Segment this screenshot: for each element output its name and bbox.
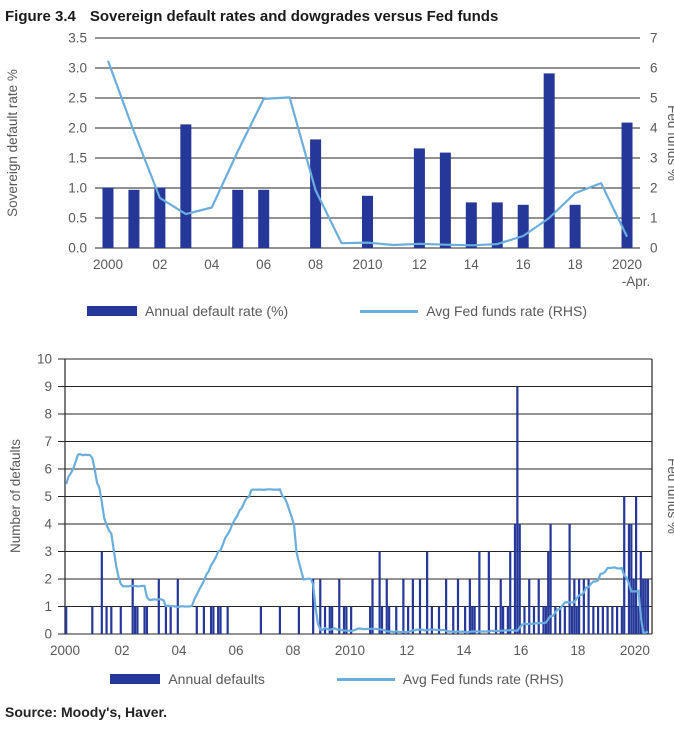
svg-text:-Apr.: -Apr.: [622, 274, 651, 289]
default-rate-bars: [102, 73, 633, 249]
svg-text:04: 04: [171, 643, 187, 658]
svg-text:2010: 2010: [352, 257, 382, 272]
legend-label: Avg Fed funds rate (RHS): [402, 671, 564, 687]
svg-text:14: 14: [464, 257, 480, 272]
svg-text:2: 2: [650, 181, 658, 196]
svg-text:2000: 2000: [50, 643, 80, 658]
legend-label: Annual defaults: [168, 671, 265, 687]
bottom-chart-legend: Annual defaults Avg Fed funds rate (RHS): [0, 668, 674, 690]
svg-text:2.5: 2.5: [68, 91, 87, 106]
gridlines: [58, 358, 652, 635]
svg-text:4: 4: [650, 121, 658, 136]
svg-text:3.5: 3.5: [68, 31, 87, 46]
svg-text:2020: 2020: [620, 643, 650, 658]
figure-title: Figure 3.4 Sovereign default rates and d…: [0, 0, 674, 26]
top-chart-legend: Annual default rate (%) Avg Fed funds ra…: [0, 300, 674, 322]
legend-label: Annual default rate (%): [144, 303, 289, 319]
bar-swatch-icon: [86, 306, 137, 316]
svg-text:1.0: 1.0: [68, 181, 87, 196]
legend-item-default-rate: Annual default rate (%): [86, 303, 289, 319]
line-swatch-icon: [360, 309, 419, 313]
svg-text:7: 7: [44, 434, 52, 449]
svg-text:12: 12: [399, 643, 414, 658]
svg-text:8: 8: [44, 407, 52, 422]
monthly-default-bars: [65, 386, 650, 634]
svg-text:18: 18: [568, 257, 583, 272]
svg-text:06: 06: [256, 257, 271, 272]
svg-text:0.0: 0.0: [68, 241, 87, 256]
svg-text:14: 14: [456, 643, 472, 658]
svg-text:1.5: 1.5: [68, 151, 87, 166]
svg-text:1: 1: [650, 211, 658, 226]
svg-text:6: 6: [44, 462, 52, 477]
svg-text:3: 3: [650, 151, 658, 166]
fed-funds-line: [65, 453, 649, 634]
svg-text:02: 02: [152, 257, 167, 272]
svg-text:16: 16: [516, 257, 531, 272]
svg-text:Fed funds %: Fed funds %: [665, 105, 674, 181]
svg-text:10: 10: [37, 352, 52, 367]
figure-title-text: Sovereign default rates and dowgrades ve…: [89, 8, 499, 25]
svg-text:2020: 2020: [612, 257, 642, 272]
legend-label: Avg Fed funds rate (RHS): [426, 303, 587, 319]
svg-text:16: 16: [513, 643, 528, 658]
svg-text:04: 04: [204, 257, 220, 272]
svg-text:Number of defaults: Number of defaults: [8, 439, 23, 553]
legend-item-fed-funds: Avg Fed funds rate (RHS): [336, 671, 564, 687]
svg-text:0: 0: [44, 627, 52, 642]
bar-swatch-icon: [110, 674, 161, 684]
svg-text:5: 5: [650, 91, 658, 106]
svg-text:1: 1: [44, 599, 52, 614]
svg-text:18: 18: [570, 643, 585, 658]
svg-text:4: 4: [44, 517, 52, 532]
svg-text:2000: 2000: [93, 257, 123, 272]
svg-text:9: 9: [44, 379, 52, 394]
legend-item-defaults: Annual defaults: [110, 671, 265, 687]
svg-text:08: 08: [308, 257, 323, 272]
figure-number: Figure 3.4: [5, 8, 76, 25]
svg-text:2.0: 2.0: [68, 121, 87, 136]
source-note: Source: Moody's, Haver.: [5, 704, 168, 720]
legend-item-fed-funds: Avg Fed funds rate (RHS): [360, 303, 587, 319]
svg-text:5: 5: [44, 489, 52, 504]
svg-text:6: 6: [650, 61, 658, 76]
svg-text:3.0: 3.0: [68, 61, 87, 76]
svg-text:Sovereign default rate %: Sovereign default rate %: [5, 69, 20, 217]
svg-text:2: 2: [44, 572, 52, 587]
svg-text:08: 08: [285, 643, 300, 658]
svg-text:0: 0: [650, 241, 658, 256]
svg-text:3: 3: [44, 544, 52, 559]
svg-text:06: 06: [228, 643, 243, 658]
svg-text:02: 02: [114, 643, 129, 658]
svg-text:0.5: 0.5: [68, 211, 87, 226]
svg-text:7: 7: [650, 31, 658, 46]
line-swatch-icon: [336, 677, 395, 681]
svg-text:2010: 2010: [335, 643, 365, 658]
svg-text:Fed funds %: Fed funds %: [665, 458, 674, 534]
fed-funds-line: [106, 60, 629, 247]
svg-text:12: 12: [412, 257, 427, 272]
